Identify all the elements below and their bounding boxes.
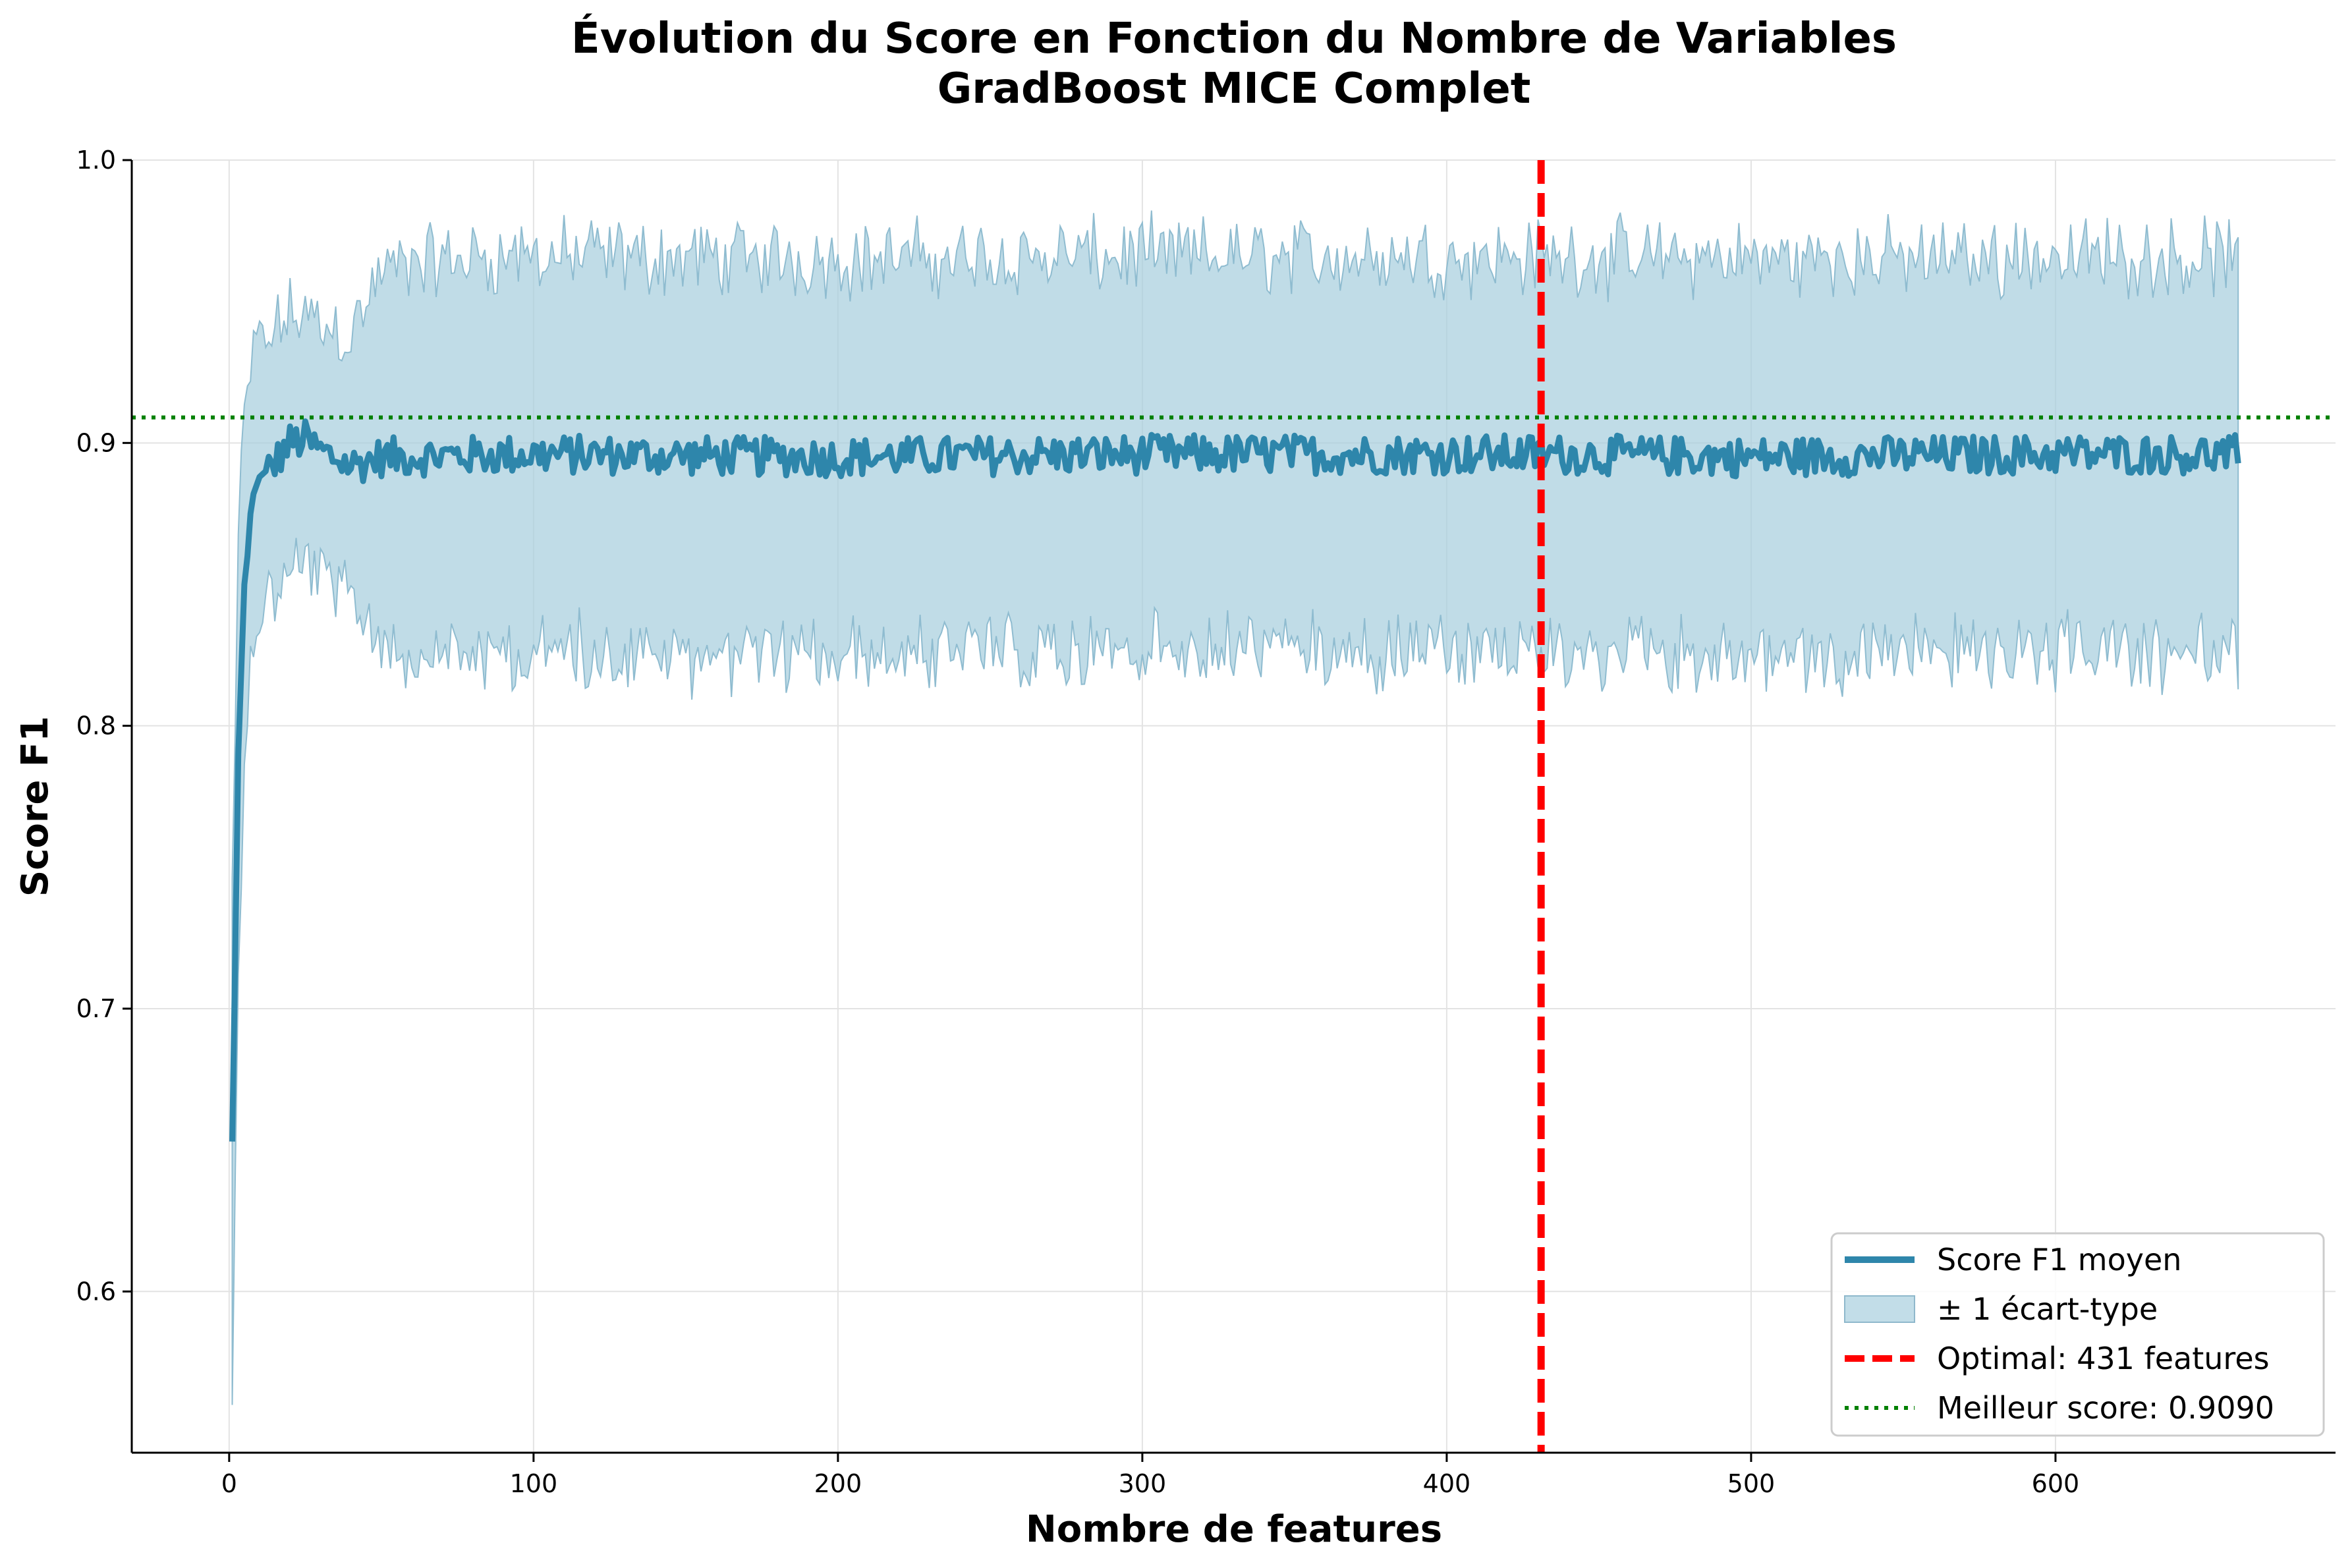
legend-label-optimal: Optimal: 431 features [1937, 1341, 2270, 1376]
std-band [231, 210, 2239, 1405]
x-axis-label: Nombre de features [1026, 1508, 1442, 1551]
y-tick-label-3: 0.9 [76, 428, 116, 457]
chart-subtitle: GradBoost MICE Complet [938, 65, 1531, 113]
legend-label-best: Meilleur score: 0.9090 [1937, 1390, 2274, 1426]
y-tick-label-2: 0.8 [76, 712, 116, 741]
x-tick-label-4: 400 [1423, 1469, 1471, 1498]
reference-lines [132, 160, 2336, 1453]
mean-line-path [229, 418, 2241, 1142]
legend: Score F1 moyen ± 1 écart-type Optimal: 4… [1830, 1232, 2325, 1437]
x-tick-label-1: 100 [510, 1469, 558, 1498]
x-tick-label-2: 200 [814, 1469, 862, 1498]
y-ticks: 0.6 0.7 0.8 0.9 1.0 [76, 146, 132, 1306]
x-tick-label-3: 300 [1119, 1469, 1167, 1498]
axes [130, 160, 2336, 1454]
legend-label-band: ± 1 écart-type [1937, 1291, 2158, 1327]
legend-swatch-band [1844, 1295, 1915, 1323]
legend-box [1830, 1232, 2325, 1437]
x-tick-label-6: 600 [2032, 1469, 2080, 1498]
x-tick-label-5: 500 [1727, 1469, 1776, 1498]
x-tick-label-0: 0 [221, 1469, 237, 1498]
y-tick-label-4: 1.0 [76, 146, 116, 175]
chart-title: Évolution du Score en Fonction du Nombre… [571, 13, 1897, 63]
y-tick-label-1: 0.7 [76, 994, 116, 1023]
mean-line [229, 418, 2241, 1142]
x-ticks: 0 100 200 300 400 500 600 [221, 1453, 2079, 1498]
legend-label-mean: Score F1 moyen [1937, 1242, 2181, 1277]
y-tick-label-0: 0.6 [76, 1277, 116, 1306]
y-axis-label: Score F1 [14, 716, 57, 897]
std-band-area [231, 210, 2239, 1405]
